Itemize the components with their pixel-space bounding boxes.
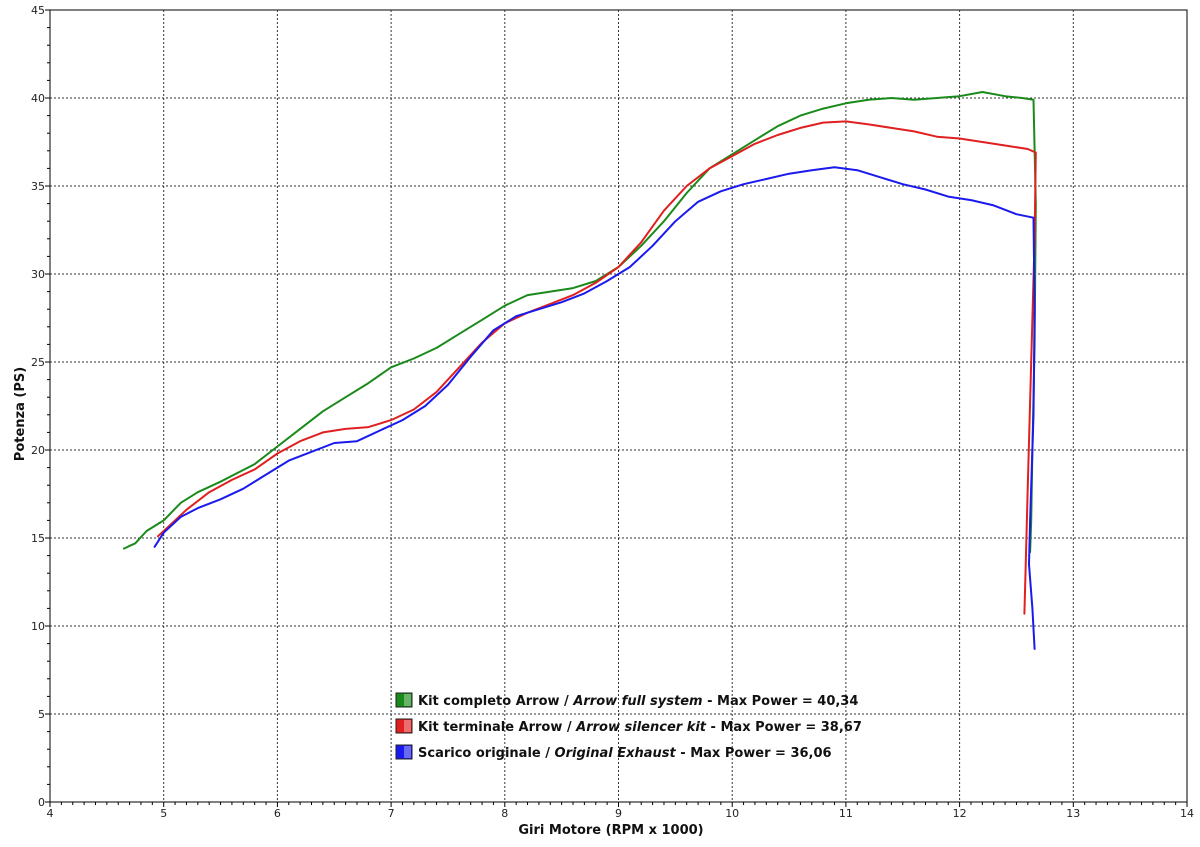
legend-label-italic: Arrow full system: [572, 694, 702, 709]
legend-label-italic: Arrow silencer kit: [575, 720, 707, 735]
legend-swatch: [395, 744, 413, 760]
legend-label-main: Scarico originale /: [418, 746, 555, 761]
legend-item-1: Kit completo Arrow / Arrow full system -…: [395, 692, 858, 709]
grid: [49, 9, 1188, 803]
x-tick-label: 12: [953, 807, 967, 820]
legend-label: Kit completo Arrow / Arrow full system -…: [418, 694, 858, 709]
x-tick-label: 9: [615, 807, 622, 820]
series-lines: [122, 91, 1037, 650]
legend-label-tail: - Max Power = 36,06: [676, 746, 832, 761]
y-tick-label: 25: [31, 356, 45, 369]
x-tick-label: 14: [1180, 807, 1194, 820]
legend-label-tail: - Max Power = 40,34: [703, 694, 859, 709]
x-axis-title: Giri Motore (RPM x 1000): [518, 823, 703, 838]
x-tick-label: 4: [47, 807, 54, 820]
legend-swatch-highlight: [404, 720, 411, 732]
x-tick-label: 5: [160, 807, 167, 820]
legend-label-main: Kit terminale Arrow /: [418, 720, 576, 735]
legend-label-italic: Original Exhaust: [555, 746, 677, 761]
legend-label-main: Kit completo Arrow /: [418, 694, 573, 709]
y-axis-title: Potenza (PS): [13, 367, 28, 461]
y-tick-label: 15: [31, 532, 45, 545]
y-tick-label: 35: [31, 180, 45, 193]
y-tick-label: 5: [38, 708, 45, 721]
legend: Kit completo Arrow / Arrow full system -…: [395, 692, 862, 761]
legend-swatch-highlight: [404, 694, 411, 706]
legend-item-3: Scarico originale / Original Exhaust - M…: [395, 744, 832, 761]
x-tick-label: 10: [725, 807, 739, 820]
legend-item-2: Kit terminale Arrow / Arrow silencer kit…: [395, 718, 862, 735]
x-tick-label: 6: [274, 807, 281, 820]
y-tick-label: 40: [31, 92, 45, 105]
x-tick-label: 7: [388, 807, 395, 820]
series-line-2: [157, 120, 1037, 615]
x-tick-label: 11: [839, 807, 853, 820]
legend-swatch: [395, 718, 413, 734]
series-line-3: [153, 166, 1036, 650]
legend-swatch: [395, 692, 413, 708]
y-tick-label: 0: [38, 796, 45, 809]
y-tick-label: 45: [31, 4, 45, 17]
legend-swatch-highlight: [404, 746, 411, 758]
y-tick-label: 30: [31, 268, 45, 281]
x-tick-label: 8: [501, 807, 508, 820]
y-tick-label: 10: [31, 620, 45, 633]
y-tick-label: 20: [31, 444, 45, 457]
legend-label: Scarico originale / Original Exhaust - M…: [418, 746, 832, 761]
x-tick-label: 13: [1066, 807, 1080, 820]
legend-label: Kit terminale Arrow / Arrow silencer kit…: [418, 720, 862, 735]
legend-label-tail: - Max Power = 38,67: [706, 720, 862, 735]
